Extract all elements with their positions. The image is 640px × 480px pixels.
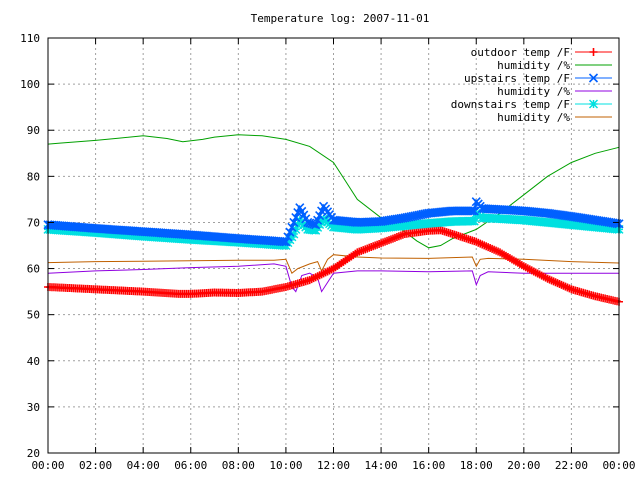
- series-2: [43, 197, 624, 247]
- y-tick-label: 110: [20, 32, 40, 45]
- x-tick-label: 16:00: [412, 459, 445, 472]
- legend-entry: humidity /%: [497, 59, 612, 72]
- x-tick-label: 04:00: [127, 459, 160, 472]
- series-line: [47, 254, 620, 274]
- y-tick-label: 60: [27, 263, 40, 276]
- data-point: [289, 229, 299, 239]
- axis-ticks: 20 30 40 50 60 70 80 90 100 110 00:00 02:00 04:00 06:…: [20, 32, 635, 472]
- legend-label: upstairs temp /F: [464, 72, 570, 85]
- x-tick-label: 06:00: [174, 459, 207, 472]
- series-3: [47, 263, 619, 293]
- y-tick-label: 100: [20, 78, 40, 91]
- legend-marker: [588, 99, 599, 109]
- data-point: [469, 216, 479, 226]
- y-tick-label: 80: [27, 170, 40, 183]
- legend-label: humidity /%: [497, 59, 570, 72]
- x-tick-label: 00:00: [602, 459, 635, 472]
- x-tick-label: 08:00: [222, 459, 255, 472]
- legend-entry: upstairs temp /F: [464, 72, 612, 85]
- data-point: [313, 215, 323, 225]
- legend-entry: downstairs temp /F: [451, 98, 612, 111]
- x-tick-label: 12:00: [317, 459, 350, 472]
- data-point: [285, 227, 295, 237]
- legend-label: humidity /%: [497, 111, 570, 124]
- legend-label: downstairs temp /F: [451, 98, 570, 111]
- data-point: [291, 224, 301, 234]
- data-point: [465, 206, 475, 216]
- x-tick-label: 14:00: [365, 459, 398, 472]
- data-point: [612, 218, 622, 229]
- chart-title: Temperature log: 2007-11-01: [251, 12, 430, 25]
- series-0: [44, 226, 623, 306]
- data-point: [311, 220, 321, 230]
- legend-label: outdoor temp /F: [471, 46, 570, 59]
- x-tick-label: 22:00: [555, 459, 588, 472]
- legend-entry: humidity /%: [497, 111, 612, 124]
- data-point: [283, 232, 293, 242]
- x-tick-label: 02:00: [79, 459, 112, 472]
- y-tick-label: 20: [27, 447, 40, 460]
- legend-entry: outdoor temp /F: [471, 46, 612, 59]
- data-point: [289, 217, 299, 228]
- data-point: [293, 220, 303, 230]
- y-tick-label: 90: [27, 124, 40, 137]
- series-5: [47, 254, 620, 274]
- y-tick-label: 30: [27, 401, 40, 414]
- x-tick-label: 18:00: [460, 459, 493, 472]
- x-tick-label: 10:00: [269, 459, 302, 472]
- legend-marker: [589, 48, 598, 56]
- y-tick-label: 40: [27, 355, 40, 368]
- x-tick-label: 20:00: [507, 459, 540, 472]
- data-point: [469, 206, 479, 216]
- legend-entry: humidity /%: [497, 85, 612, 98]
- series-line: [47, 263, 619, 293]
- data-point: [281, 237, 291, 247]
- y-tick-label: 50: [27, 309, 40, 322]
- series-layer: [43, 134, 624, 306]
- data-point: [287, 222, 297, 232]
- legend-marker: [588, 73, 599, 83]
- x-tick-label: 00:00: [31, 459, 64, 472]
- legend-label: humidity /%: [497, 85, 570, 98]
- y-tick-label: 70: [27, 216, 40, 229]
